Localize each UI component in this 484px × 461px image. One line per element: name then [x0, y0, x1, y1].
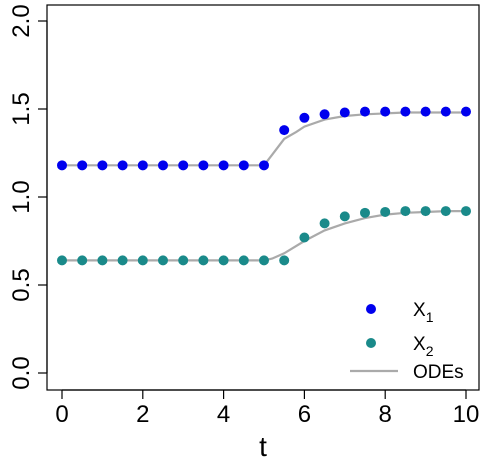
- x1-point: [218, 160, 229, 171]
- x-tick-label: 2: [136, 401, 149, 428]
- x-tick-label: 4: [217, 401, 230, 428]
- data-points: [57, 106, 471, 266]
- x1-point: [319, 109, 330, 120]
- legend-label-subscript: 1: [426, 309, 434, 325]
- x1-point: [400, 106, 411, 117]
- x-tick-label: 10: [453, 401, 480, 428]
- x1-point: [77, 160, 88, 171]
- x2-point: [97, 255, 108, 266]
- x2-point: [57, 255, 67, 266]
- x2-point: [259, 255, 269, 266]
- x2-point: [238, 255, 249, 266]
- x1-point: [137, 160, 148, 171]
- x2-point: [339, 211, 350, 222]
- x2-point: [440, 206, 451, 217]
- x1-point: [440, 106, 451, 117]
- x2-point: [319, 218, 330, 229]
- x1-point: [259, 160, 269, 171]
- x1-point: [178, 160, 189, 171]
- x2-point: [299, 232, 310, 243]
- x-tick-label: 0: [55, 401, 68, 428]
- x1-point: [339, 107, 350, 118]
- legend-label-subscript: 2: [426, 343, 434, 359]
- x2-point: [158, 255, 168, 266]
- x1-point: [238, 160, 249, 171]
- legend-marker: [366, 304, 376, 314]
- x1-point: [461, 106, 471, 117]
- x-tick-label: 8: [379, 401, 392, 428]
- y-tick-label: 1.5: [8, 92, 35, 125]
- x-tick-label: 6: [298, 401, 311, 428]
- legend-label-base: X: [413, 334, 426, 355]
- x2-point: [77, 255, 88, 266]
- x1-point: [198, 160, 209, 171]
- x2-point: [380, 206, 391, 217]
- x1-point: [97, 160, 108, 171]
- plot-frame: [46, 4, 480, 391]
- x1-point: [57, 160, 67, 171]
- x2-point: [117, 255, 128, 266]
- legend-marker: [366, 338, 376, 348]
- x2-point: [420, 206, 431, 217]
- x2-point: [137, 255, 148, 266]
- x1-point: [420, 106, 431, 117]
- x1-point: [299, 112, 310, 123]
- ode-curve: [62, 111, 466, 167]
- x2-point: [400, 206, 411, 217]
- legend-label: X1: [413, 300, 434, 325]
- x1-point: [380, 106, 391, 117]
- ode-curve: [62, 210, 466, 262]
- legend-label-base: X: [413, 300, 426, 321]
- x2-point: [360, 207, 370, 218]
- y-tick-label: 2.0: [8, 4, 35, 37]
- x-axis: 0 2 4 6 8 10: [55, 389, 480, 428]
- x2-point: [279, 255, 290, 266]
- x1-point: [158, 160, 168, 171]
- x-axis-title: t: [259, 431, 267, 461]
- x2-point: [461, 206, 471, 217]
- y-axis: 0.0 0.5 1.0 1.5 2.0: [8, 4, 48, 390]
- x1-point: [117, 160, 128, 171]
- y-tick-label: 1.0: [8, 180, 35, 213]
- x1-point: [279, 125, 290, 136]
- legend-label: X2: [413, 334, 434, 359]
- legend-label: ODEs: [413, 362, 464, 383]
- y-tick-label: 0.5: [8, 268, 35, 301]
- ode-lines: [62, 111, 466, 262]
- x2-point: [218, 255, 229, 266]
- x1-point: [360, 106, 370, 117]
- y-tick-label: 0.0: [8, 356, 35, 389]
- x2-point: [198, 255, 209, 266]
- x2-point: [178, 255, 189, 266]
